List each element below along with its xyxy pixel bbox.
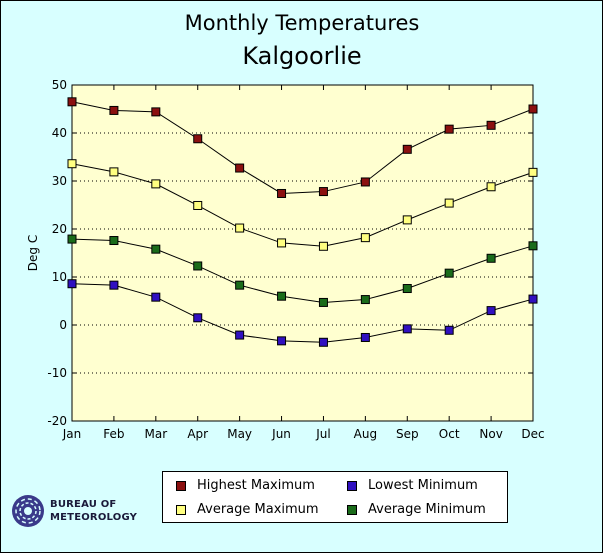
data-point-lowest-minimum	[402, 324, 412, 334]
data-point-lowest-minimum	[235, 330, 245, 340]
data-point-lowest-minimum	[277, 336, 287, 346]
data-point-average-minimum	[360, 295, 370, 305]
data-point-highest-maximum	[151, 107, 161, 117]
y-axis-label: Deg C	[26, 235, 40, 271]
x-tick-label: May	[227, 427, 252, 441]
legend-item-average-maximum: Average Maximum	[176, 502, 319, 517]
data-point-average-minimum	[67, 234, 77, 244]
y-tick-label: 10	[52, 270, 67, 284]
data-point-lowest-minimum	[193, 313, 203, 323]
y-tick-label: -20	[47, 414, 67, 428]
grid-layer	[72, 132, 533, 374]
legend: Highest Maximum Lowest Minimum Average M…	[162, 471, 508, 523]
data-point-average-minimum	[193, 261, 203, 271]
legend-swatch-icon	[347, 504, 357, 515]
data-point-highest-maximum	[444, 124, 454, 134]
y-tick-label: 20	[52, 222, 67, 236]
x-tick-label: Mar	[144, 427, 167, 441]
data-point-average-maximum	[277, 238, 287, 248]
x-tick-label: Jan	[62, 427, 82, 441]
data-point-average-minimum	[486, 253, 496, 263]
y-tick-label: -10	[47, 366, 67, 380]
data-point-average-maximum	[151, 179, 161, 189]
legend-label: Lowest Minimum	[368, 478, 478, 493]
data-point-average-minimum	[235, 280, 245, 290]
data-point-average-minimum	[318, 297, 328, 307]
bom-name-line1: Bureau of	[50, 499, 117, 510]
x-tick-label: Jul	[315, 427, 330, 441]
chart-subtitle: Kalgoorlie	[242, 42, 361, 70]
legend-item-lowest-minimum: Lowest Minimum	[347, 478, 478, 493]
y-tick-label: 50	[52, 78, 67, 92]
x-tick-label: Aug	[354, 427, 377, 441]
x-tick-label: Dec	[521, 427, 544, 441]
series-line-average-minimum	[71, 238, 534, 303]
data-point-highest-maximum	[235, 163, 245, 173]
data-point-lowest-minimum	[109, 280, 119, 290]
series-line-lowest-minimum	[71, 283, 534, 343]
data-point-lowest-minimum	[444, 325, 454, 335]
data-point-average-maximum	[402, 215, 412, 225]
data-point-average-maximum	[67, 159, 77, 169]
bom-logo: Bureau of Meteorology	[11, 494, 171, 534]
legend-item-highest-maximum: Highest Maximum	[176, 478, 315, 493]
data-point-average-minimum	[402, 284, 412, 294]
data-point-highest-maximum	[360, 177, 370, 187]
data-point-lowest-minimum	[360, 332, 370, 342]
series-layer	[67, 97, 538, 347]
y-tick-label: 40	[52, 126, 67, 140]
data-point-highest-maximum	[193, 134, 203, 144]
legend-swatch-icon	[176, 504, 186, 515]
data-point-average-maximum	[360, 233, 370, 243]
legend-label: Average Maximum	[197, 502, 319, 517]
data-point-lowest-minimum	[67, 279, 77, 289]
legend-label: Highest Maximum	[197, 478, 315, 493]
bom-swirl-icon	[12, 495, 44, 527]
data-point-highest-maximum	[528, 104, 538, 114]
x-tick-label: Nov	[479, 427, 502, 441]
y-tick-label: 0	[59, 318, 67, 332]
y-tick-label: 30	[52, 174, 67, 188]
series-line-average-maximum	[71, 163, 534, 247]
x-tick-label: Apr	[187, 427, 208, 441]
series-line-highest-maximum	[71, 101, 534, 194]
data-point-average-maximum	[444, 198, 454, 208]
x-tick-label: Sep	[396, 427, 419, 441]
data-point-lowest-minimum	[318, 337, 328, 347]
data-point-highest-maximum	[318, 187, 328, 197]
data-point-lowest-minimum	[528, 294, 538, 304]
data-point-average-maximum	[193, 200, 203, 210]
data-point-highest-maximum	[486, 120, 496, 130]
axis-layer: -20 -10 0 10 20 30 40 50 Jan Feb Mar Apr May Jun Jul Au…	[47, 78, 544, 441]
bom-name-line2: Meteorology	[50, 512, 138, 523]
data-point-average-maximum	[235, 223, 245, 233]
x-tick-label: Oct	[439, 427, 460, 441]
data-point-highest-maximum	[109, 105, 119, 115]
data-point-average-maximum	[486, 182, 496, 192]
data-point-lowest-minimum	[151, 292, 161, 302]
data-point-highest-maximum	[277, 188, 287, 198]
data-point-average-maximum	[109, 167, 119, 177]
plot-area	[71, 84, 534, 422]
data-point-average-minimum	[277, 291, 287, 301]
legend-swatch-icon	[176, 480, 186, 491]
legend-label: Average Minimum	[368, 502, 486, 517]
data-point-highest-maximum	[67, 97, 77, 107]
data-point-average-maximum	[528, 167, 538, 177]
data-point-lowest-minimum	[486, 306, 496, 316]
x-tick-label: Feb	[103, 427, 124, 441]
data-point-average-minimum	[109, 236, 119, 246]
legend-swatch-icon	[347, 480, 357, 491]
data-point-average-maximum	[318, 241, 328, 251]
data-point-average-minimum	[444, 268, 454, 278]
data-point-average-minimum	[151, 244, 161, 254]
legend-item-average-minimum: Average Minimum	[347, 502, 486, 517]
chart-title: Monthly Temperatures	[185, 11, 420, 35]
x-tick-label: Jun	[271, 427, 291, 441]
data-point-average-minimum	[528, 241, 538, 251]
data-point-highest-maximum	[402, 144, 412, 154]
